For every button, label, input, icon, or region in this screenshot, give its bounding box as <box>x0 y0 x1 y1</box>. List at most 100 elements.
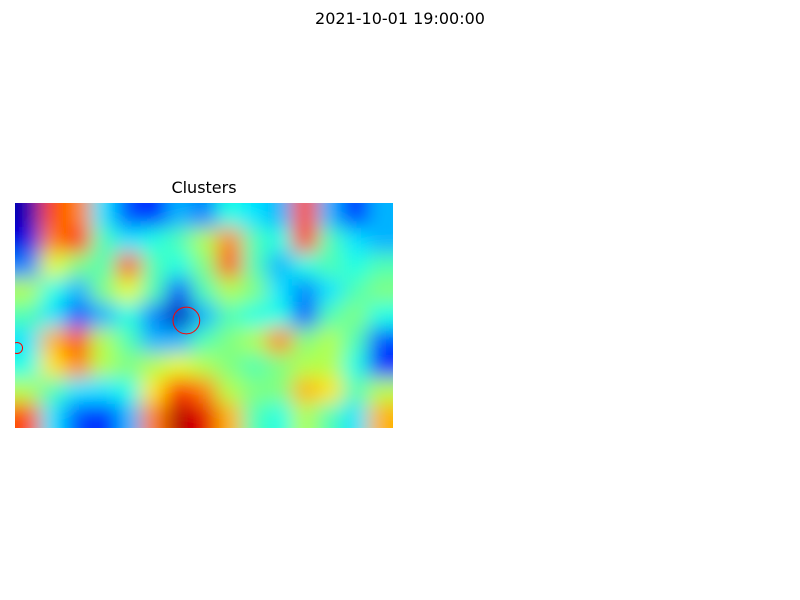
heatmap-cell <box>267 303 293 329</box>
heatmap-cell <box>292 328 318 354</box>
heatmap-cell <box>216 378 243 404</box>
heatmap-cell <box>191 203 218 229</box>
heatmap-cell <box>166 203 192 229</box>
heatmap-cell <box>317 328 344 354</box>
heatmap-cell <box>115 303 142 329</box>
heatmap-cell <box>15 228 41 254</box>
heatmap-cell <box>141 403 167 428</box>
heatmap-cell <box>141 303 167 329</box>
heatmap-cell <box>241 228 268 254</box>
heatmap-cell <box>317 403 344 428</box>
heatmap-cell <box>241 303 268 329</box>
heatmap-cell <box>141 353 167 379</box>
heatmap-cell <box>40 378 66 404</box>
heatmap-cell <box>90 203 117 229</box>
heatmap-cell <box>90 328 117 354</box>
heatmap-cell <box>267 328 293 354</box>
heatmap-cell <box>292 278 318 304</box>
heatmap-cell <box>115 228 142 254</box>
heatmap-cell <box>342 203 369 229</box>
heatmap-cell <box>191 403 218 428</box>
heatmap-cell <box>90 278 117 304</box>
heatmap-cell <box>65 228 92 254</box>
heatmap-cell <box>317 353 344 379</box>
heatmap-cell <box>166 253 192 279</box>
heatmap-cell <box>216 228 243 254</box>
heatmap-cell <box>241 353 268 379</box>
heatmap-cell <box>191 378 218 404</box>
heatmap-cell <box>342 253 369 279</box>
axes-title: Clusters <box>171 178 237 197</box>
heatmap-cell <box>15 253 41 279</box>
heatmap-cell <box>342 228 369 254</box>
heatmap-cell <box>115 353 142 379</box>
heatmap-cell <box>216 353 243 379</box>
heatmap-cell <box>65 378 92 404</box>
heatmap-cell <box>367 203 393 229</box>
heatmap-cell <box>317 303 344 329</box>
heatmap-cell <box>141 203 167 229</box>
heatmap-cell <box>367 228 393 254</box>
heatmap-cell <box>15 328 41 354</box>
heatmap-cell <box>40 278 66 304</box>
heatmap-cell <box>15 278 41 304</box>
heatmap-cell <box>40 228 66 254</box>
heatmap-cell <box>40 328 66 354</box>
heatmap-cell <box>141 253 167 279</box>
heatmap-cell <box>191 228 218 254</box>
heatmap-cell <box>15 378 41 404</box>
heatmap-cell <box>267 353 293 379</box>
heatmap-cell <box>367 278 393 304</box>
cluster-circles <box>15 306 201 355</box>
heatmap-cell <box>317 378 344 404</box>
heatmap-cell <box>342 353 369 379</box>
heatmap-cell <box>65 278 92 304</box>
heatmap-cell <box>241 328 268 354</box>
heatmap-cell <box>292 378 318 404</box>
heatmap-cell <box>342 403 369 428</box>
heatmap-cell <box>317 253 344 279</box>
heatmap-cell <box>367 403 393 428</box>
heatmap-cell <box>267 253 293 279</box>
heatmap-cell <box>15 303 41 329</box>
heatmap-cell <box>241 378 268 404</box>
heatmap-cell <box>65 328 92 354</box>
heatmap-cell <box>216 403 243 428</box>
heatmap-cell <box>241 278 268 304</box>
heatmap-cell <box>241 403 268 428</box>
heatmap-cell <box>342 278 369 304</box>
heatmap-cell <box>317 203 344 229</box>
heatmap-cell <box>90 403 117 428</box>
heatmap-cell <box>115 403 142 428</box>
heatmap-cell <box>15 353 41 379</box>
heatmap-cell <box>166 378 192 404</box>
heatmap-cell <box>267 378 293 404</box>
heatmap-cell <box>241 253 268 279</box>
heatmap-cell <box>342 328 369 354</box>
heatmap-cell <box>367 328 393 354</box>
heatmap-cell <box>40 353 66 379</box>
heatmap-cell <box>216 278 243 304</box>
heatmap-cell <box>166 403 192 428</box>
heatmap-cell <box>40 203 66 229</box>
heatmap-cell <box>115 278 142 304</box>
heatmap-cell <box>115 328 142 354</box>
heatmap-cell <box>115 253 142 279</box>
heatmap-cell <box>317 228 344 254</box>
heatmap-cell <box>15 203 41 229</box>
heatmap-cell <box>216 253 243 279</box>
heatmap-cell <box>191 353 218 379</box>
heatmap-cell <box>90 378 117 404</box>
heatmap-cell <box>292 228 318 254</box>
heatmap-cell <box>292 203 318 229</box>
heatmap-cell <box>241 203 268 229</box>
heatmap-cell <box>292 303 318 329</box>
heatmap-cell <box>166 278 192 304</box>
heatmap-cell <box>40 403 66 428</box>
heatmap-cell <box>292 253 318 279</box>
heatmap-cells <box>15 203 393 428</box>
heatmap-cell <box>216 203 243 229</box>
heatmap-cell <box>216 303 243 329</box>
heatmap-cell <box>191 328 218 354</box>
heatmap-cell <box>367 378 393 404</box>
